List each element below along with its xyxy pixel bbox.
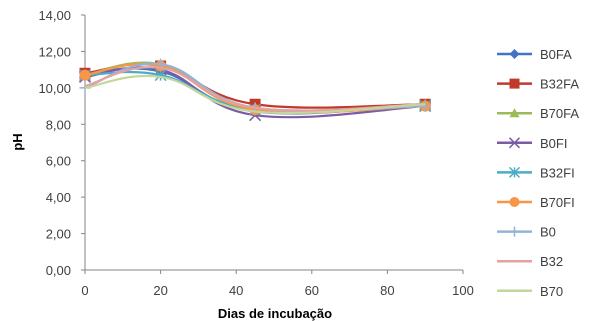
legend-label: B0FA [540, 47, 572, 62]
legend-item-b0: B0 [497, 225, 556, 240]
legend-label: B70 [540, 284, 563, 299]
y-tick-label: 10,00 [38, 81, 71, 96]
legend-item-b0fa: B0FA [497, 47, 572, 62]
legend-item-b32: B32 [497, 254, 563, 269]
x-tick-label: 0 [81, 283, 88, 298]
legend-item-b70: B70 [497, 284, 563, 299]
x-tick-label: 80 [380, 283, 394, 298]
y-axis-title: pH [10, 133, 25, 150]
legend-label: B32FA [540, 77, 579, 92]
series-layer [78, 58, 432, 122]
legend-label: B32FI [540, 165, 575, 180]
x-tick-label: 20 [153, 283, 167, 298]
legend-label: B70FA [540, 106, 579, 121]
y-tick-label: 4,00 [46, 190, 71, 205]
legend-item-b0fi: B0FI [497, 136, 567, 151]
series-line [84, 74, 426, 115]
data-point [509, 108, 520, 118]
legend-label: B70FI [540, 195, 575, 210]
y-tick-label: 8,00 [46, 117, 71, 132]
legend-item-b32fi: B32FI [497, 165, 575, 180]
x-tick-label: 40 [229, 283, 243, 298]
data-point [508, 137, 521, 149]
legend-label: B32 [540, 254, 563, 269]
data-point [79, 69, 91, 81]
x-tick-label: 100 [452, 283, 474, 298]
legend-item-b32fa: B32FA [497, 77, 579, 92]
y-tick-label: 6,00 [46, 154, 71, 169]
legend-item-b70fa: B70FA [497, 106, 579, 121]
y-tick-label: 12,00 [38, 44, 71, 59]
x-tick-label: 60 [305, 283, 319, 298]
data-point [509, 226, 520, 237]
data-point [509, 197, 520, 207]
data-point [508, 166, 521, 178]
legend-item-b70fi: B70FI [497, 195, 575, 210]
y-tick-label: 14,00 [38, 8, 71, 23]
data-point [509, 49, 520, 59]
series-b70 [84, 74, 426, 115]
legend-label: B0FI [540, 136, 567, 151]
x-axis-title: Dias de incubação [218, 306, 332, 321]
legend: B0FA B32FA B70FA B0FI B32FI B70FI B0 B32 B70 [497, 47, 579, 299]
axes: 0,00 2,00 4,00 6,00 8,00 10,00 12,00 14,00 0 20 40… [38, 8, 473, 298]
data-point [509, 78, 520, 89]
legend-label: B0 [540, 225, 556, 240]
y-tick-label: 0,00 [46, 263, 71, 278]
data-point [419, 100, 431, 112]
y-tick-label: 2,00 [46, 227, 71, 242]
